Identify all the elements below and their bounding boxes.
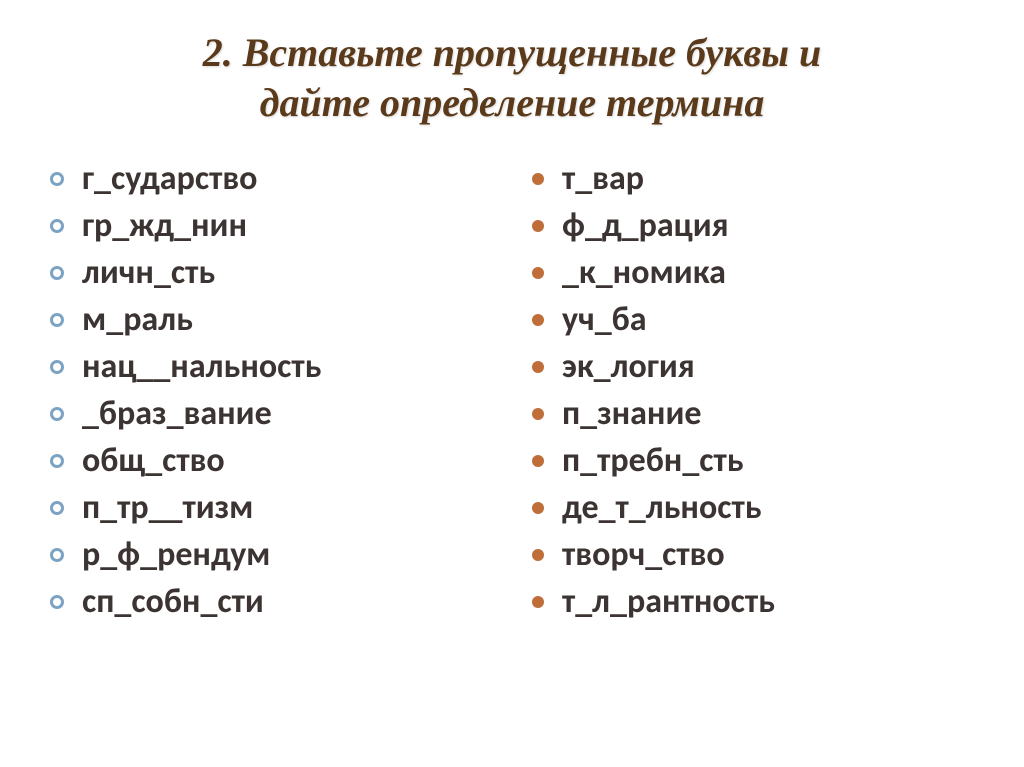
bullet-disc-icon bbox=[532, 502, 544, 514]
slide-title: 2. Вставьте пропущенные буквы и дайте оп… bbox=[50, 28, 974, 128]
word-text: ф_д_рация bbox=[562, 205, 729, 246]
list-item: _к_номика bbox=[532, 252, 974, 293]
word-text: эк_логия bbox=[562, 346, 695, 387]
list-item: нац__нальность bbox=[50, 346, 492, 387]
title-line1: . Вставьте пропущенные буквы и bbox=[223, 30, 822, 75]
bullet-disc-icon bbox=[532, 314, 544, 326]
list-item: гр_жд_нин bbox=[50, 205, 492, 246]
bullet-disc-icon bbox=[532, 549, 544, 561]
title-line2: дайте определение термина bbox=[260, 80, 765, 125]
word-text: п_требн_сть bbox=[562, 440, 744, 481]
bullet-open-circle-icon bbox=[50, 454, 64, 468]
list-item: _браз_вание bbox=[50, 393, 492, 434]
list-item: общ_ство bbox=[50, 440, 492, 481]
list-item: п_знание bbox=[532, 393, 974, 434]
list-item: т_л_рантность bbox=[532, 581, 974, 622]
word-text: г_сударство bbox=[82, 158, 257, 199]
bullet-open-circle-icon bbox=[50, 360, 64, 374]
bullet-disc-icon bbox=[532, 173, 544, 185]
list-item: г_сударство bbox=[50, 158, 492, 199]
list-item: т_вар bbox=[532, 158, 974, 199]
list-item: творч_ство bbox=[532, 534, 974, 575]
word-text: м_раль bbox=[82, 299, 193, 340]
word-text: гр_жд_нин bbox=[82, 205, 247, 246]
list-item: личн_сть bbox=[50, 252, 492, 293]
word-text: личн_сть bbox=[82, 252, 215, 293]
list-item: уч_ба bbox=[532, 299, 974, 340]
word-text: т_вар bbox=[562, 158, 644, 199]
word-text: де_т_льность bbox=[562, 487, 762, 528]
bullet-open-circle-icon bbox=[50, 219, 64, 233]
bullet-disc-icon bbox=[532, 455, 544, 467]
word-text: общ_ство bbox=[82, 440, 225, 481]
bullet-open-circle-icon bbox=[50, 313, 64, 327]
right-column: т_вар ф_д_рация _к_номика уч_ба эк_логия п_з… bbox=[532, 158, 974, 628]
word-text: _к_номика bbox=[562, 252, 726, 293]
word-text: п_знание bbox=[562, 393, 702, 434]
list-item: п_требн_сть bbox=[532, 440, 974, 481]
list-item: р_ф_рендум bbox=[50, 534, 492, 575]
word-text: _браз_вание bbox=[82, 393, 272, 434]
bullet-open-circle-icon bbox=[50, 595, 64, 609]
bullet-open-circle-icon bbox=[50, 172, 64, 186]
word-text: р_ф_рендум bbox=[82, 534, 270, 575]
list-item: ф_д_рация bbox=[532, 205, 974, 246]
list-item: п_тр__тизм bbox=[50, 487, 492, 528]
bullet-open-circle-icon bbox=[50, 266, 64, 280]
left-column: г_сударство гр_жд_нин личн_сть м_раль на… bbox=[50, 158, 492, 628]
word-text: сп_собн_сти bbox=[82, 581, 264, 622]
list-item: де_т_льность bbox=[532, 487, 974, 528]
title-number: 2 bbox=[203, 30, 223, 75]
columns-container: г_сударство гр_жд_нин личн_сть м_раль на… bbox=[50, 158, 974, 628]
word-text: п_тр__тизм bbox=[82, 487, 253, 528]
bullet-disc-icon bbox=[532, 361, 544, 373]
bullet-open-circle-icon bbox=[50, 407, 64, 421]
word-text: нац__нальность bbox=[82, 346, 321, 387]
list-item: сп_собн_сти bbox=[50, 581, 492, 622]
word-text: уч_ба bbox=[562, 299, 647, 340]
bullet-disc-icon bbox=[532, 408, 544, 420]
word-text: т_л_рантность bbox=[562, 581, 775, 622]
list-item: эк_логия bbox=[532, 346, 974, 387]
bullet-open-circle-icon bbox=[50, 501, 64, 515]
bullet-open-circle-icon bbox=[50, 548, 64, 562]
bullet-disc-icon bbox=[532, 596, 544, 608]
list-item: м_раль bbox=[50, 299, 492, 340]
word-text: творч_ство bbox=[562, 534, 725, 575]
bullet-disc-icon bbox=[532, 267, 544, 279]
bullet-disc-icon bbox=[532, 220, 544, 232]
